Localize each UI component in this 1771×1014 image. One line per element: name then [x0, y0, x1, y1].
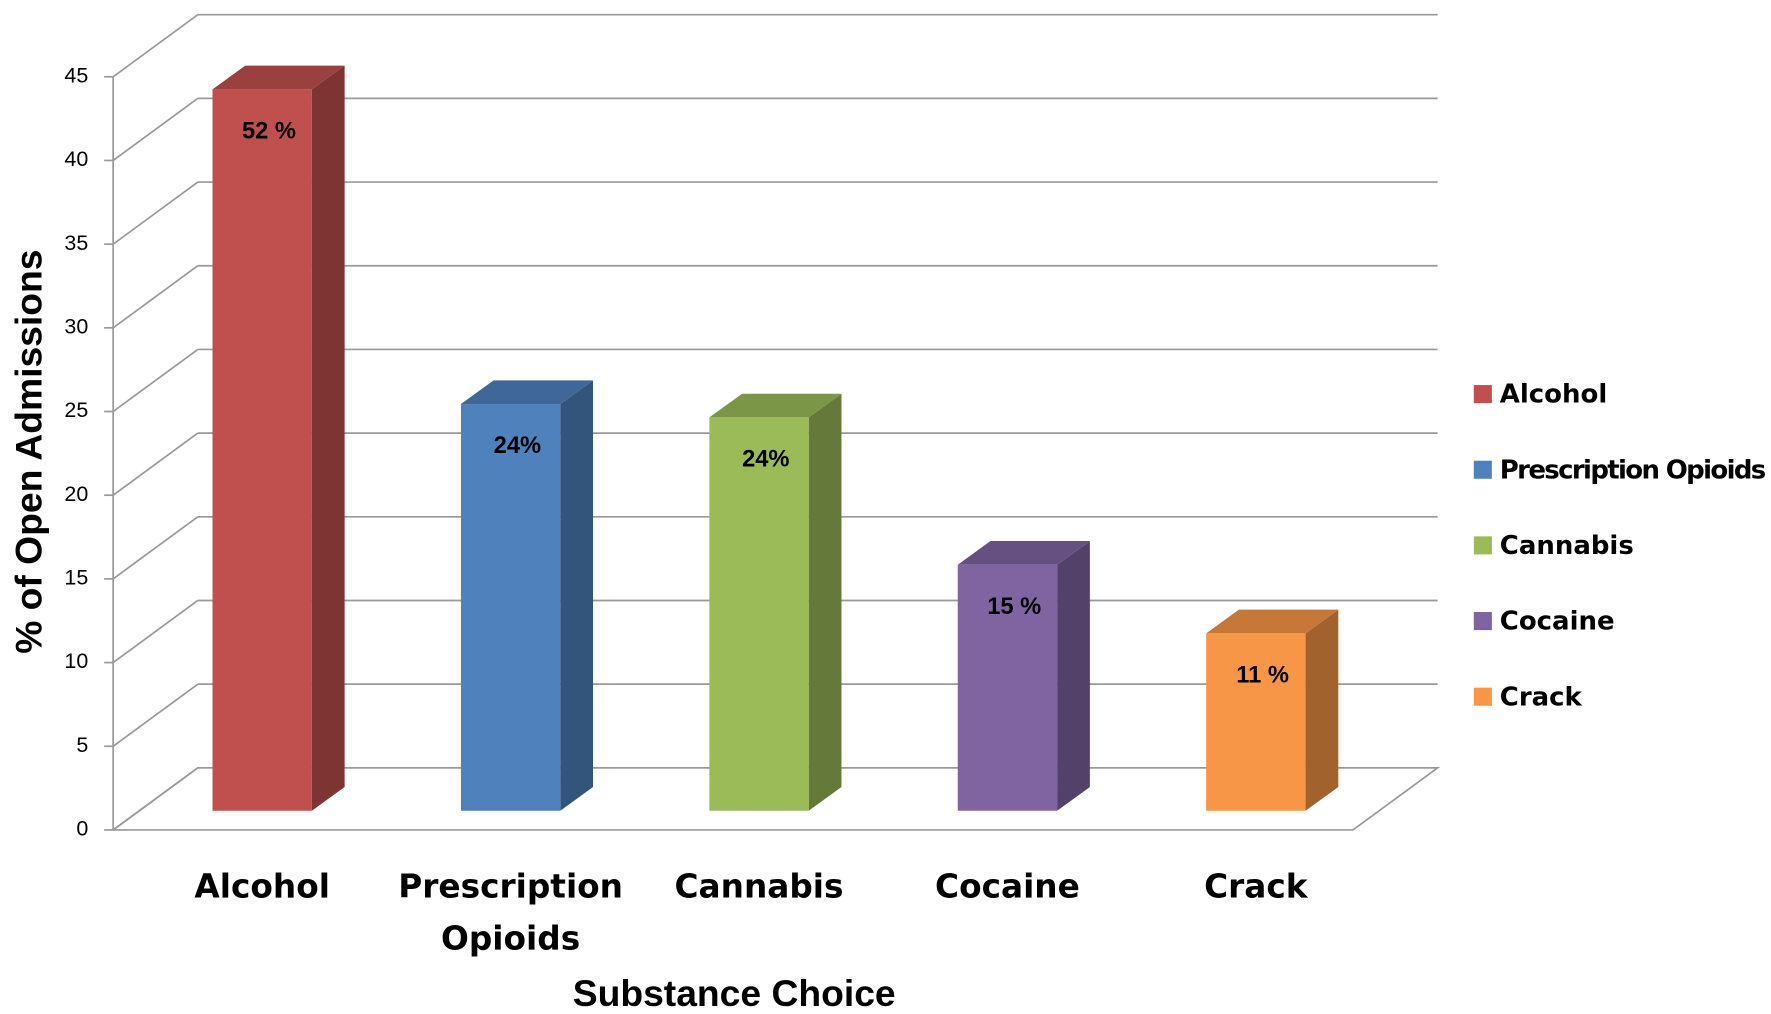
legend-swatch — [1473, 536, 1492, 555]
legend-swatch — [1473, 612, 1492, 631]
grid-line — [112, 516, 199, 580]
legend-label: Cannabis — [1500, 531, 1634, 561]
x-tick-label-box: Alcohol — [194, 867, 330, 906]
x-tick-label: Prescription Opioids — [398, 867, 624, 958]
bar-annotation: 52 % — [242, 119, 296, 145]
x-tick-label: Crack — [1204, 867, 1308, 906]
bar-annotation: 24% — [742, 447, 789, 473]
grid-line — [112, 599, 199, 664]
bar-top — [709, 393, 842, 418]
bar-side — [560, 380, 594, 811]
y-tick-label: 45 — [64, 63, 88, 87]
bar-side — [1305, 609, 1339, 811]
bar — [1206, 609, 1339, 811]
y-tick-label: 5 — [76, 733, 88, 757]
grid-line — [112, 97, 199, 162]
bar — [212, 65, 345, 811]
grid-line — [112, 181, 199, 245]
x-tick-label-box: Cocaine — [935, 867, 1080, 906]
x-tick-label: Alcohol — [194, 867, 330, 906]
legend-swatch — [1473, 460, 1492, 479]
grid-line — [112, 683, 199, 747]
bar-front — [957, 564, 1058, 811]
y-tick-label: 10 — [64, 649, 88, 673]
bar-annotation: 24% — [494, 433, 541, 459]
bar-side — [1057, 541, 1090, 811]
x-axis-title: Substance Choice — [573, 972, 896, 1014]
x-tick-label-box: Crack — [1204, 867, 1308, 906]
legend-label: Prescription Opioids — [1500, 455, 1766, 485]
bar-top — [1206, 609, 1339, 634]
bar-front — [460, 404, 561, 811]
bar-front — [709, 417, 809, 811]
bar-top — [957, 541, 1090, 565]
x-tick-label-box: Cannabis — [674, 867, 844, 906]
x-tick-label-box: Prescription Opioids — [398, 867, 624, 958]
bar-top — [460, 380, 594, 405]
bar-side — [808, 393, 842, 811]
y-tick-label: 35 — [64, 231, 88, 255]
bar-annotation: 11 % — [1236, 663, 1289, 689]
y-tick-label: 20 — [64, 482, 88, 506]
legend-label: Crack — [1500, 682, 1583, 712]
grid-line — [112, 265, 199, 329]
grid-line — [112, 348, 199, 413]
legend-swatch — [1473, 385, 1492, 404]
x-tick-label: Cocaine — [935, 867, 1080, 906]
grid-line — [112, 432, 199, 496]
bar-top — [212, 65, 345, 90]
bar-front — [1206, 633, 1306, 811]
bar — [957, 541, 1090, 811]
y-tick-label: 25 — [64, 398, 88, 422]
y-tick-label: 30 — [64, 315, 88, 339]
y-tick-label: 0 — [76, 817, 88, 841]
y-tick-label: 40 — [64, 147, 88, 171]
legend-label: Cocaine — [1500, 607, 1615, 637]
bar-side — [311, 65, 345, 811]
y-axis-title: % of Open Admissions — [8, 250, 50, 654]
x-tick-label: Cannabis — [674, 867, 844, 906]
bar — [709, 393, 842, 811]
grid-line — [112, 13, 199, 78]
bar — [460, 380, 594, 811]
y-tick-label: 15 — [64, 566, 88, 590]
legend-label: Alcohol — [1500, 380, 1607, 410]
bar-annotation: 15 % — [987, 594, 1041, 620]
bar-front — [212, 89, 312, 811]
legend-swatch — [1473, 687, 1492, 706]
grid-line — [112, 767, 199, 831]
